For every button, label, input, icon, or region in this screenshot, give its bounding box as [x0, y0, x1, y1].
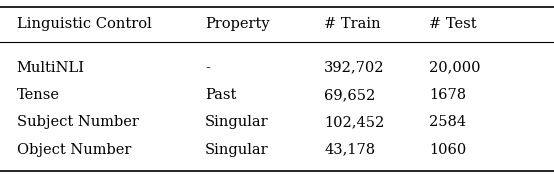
Text: Linguistic Control: Linguistic Control	[17, 17, 151, 31]
Text: # Test: # Test	[429, 17, 477, 31]
Text: 43,178: 43,178	[324, 143, 375, 157]
Text: 2584: 2584	[429, 115, 466, 129]
Text: Singular: Singular	[205, 115, 269, 129]
Text: Object Number: Object Number	[17, 143, 131, 157]
Text: 1060: 1060	[429, 143, 466, 157]
Text: Tense: Tense	[17, 88, 60, 102]
Text: # Train: # Train	[324, 17, 381, 31]
Text: Singular: Singular	[205, 143, 269, 157]
Text: 392,702: 392,702	[324, 61, 384, 75]
Text: Subject Number: Subject Number	[17, 115, 138, 129]
Text: 1678: 1678	[429, 88, 466, 102]
Text: 20,000: 20,000	[429, 61, 481, 75]
Text: -: -	[205, 61, 210, 75]
Text: Property: Property	[205, 17, 270, 31]
Text: Past: Past	[205, 88, 237, 102]
Text: 102,452: 102,452	[324, 115, 384, 129]
Text: MultiNLI: MultiNLI	[17, 61, 85, 75]
Text: 69,652: 69,652	[324, 88, 376, 102]
